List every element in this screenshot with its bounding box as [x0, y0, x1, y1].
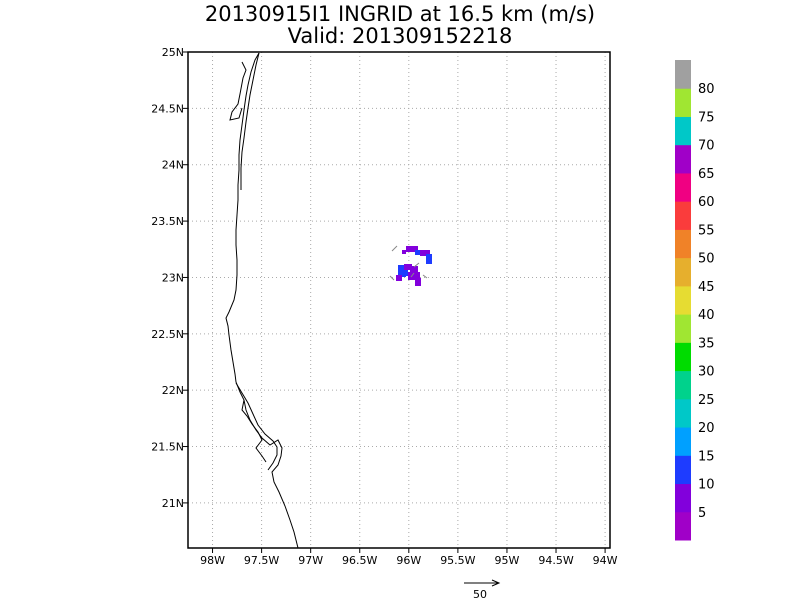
colorbar-label: 65 — [698, 167, 715, 182]
plot-valid-time: Valid: 201309152218 — [287, 24, 513, 48]
colorbar-label: 10 — [698, 478, 715, 493]
wind-vectors — [389, 245, 428, 281]
colorbar-label: 15 — [698, 449, 715, 464]
wind-pixel — [404, 264, 412, 270]
colorbar-label: 55 — [698, 223, 715, 238]
lat-tick-label: 23N — [162, 271, 184, 284]
lon-tick-label: 95.5W — [440, 554, 475, 567]
plot-frame — [187, 51, 611, 549]
colorbar-label: 20 — [698, 421, 715, 436]
coastline — [225, 52, 299, 549]
plot-title: 20130915I1 INGRID at 16.5 km (m/s) — [204, 2, 596, 26]
colorbar-swatch — [675, 398, 691, 428]
colorbar-swatch — [675, 60, 691, 89]
lon-tick-label: 95W — [495, 554, 520, 567]
colorbar-label: 80 — [698, 82, 715, 97]
lat-tick-label: 25N — [162, 46, 184, 59]
wind-pixel — [404, 270, 408, 276]
wind-pixel — [426, 254, 432, 264]
colorbar-label: 5 — [698, 506, 706, 521]
lon-tick-label: 98W — [200, 554, 225, 567]
colorbar-swatch — [675, 511, 691, 541]
lat-tick-label: 22N — [162, 384, 184, 397]
colorbar-swatch — [675, 483, 691, 513]
colorbar-label: 60 — [698, 195, 715, 210]
colorbar-swatch — [675, 201, 691, 230]
wind-speed-pixels — [396, 246, 432, 286]
lon-tick-label: 97W — [298, 554, 323, 567]
lon-tick-label: 96W — [396, 554, 421, 567]
latitude-labels: 25N 24.5N 24N 23.5N 23N 22.5N 22N 21.5N 21N — [151, 46, 184, 510]
wind-pixel — [396, 275, 402, 281]
colorbar-swatch — [675, 370, 691, 400]
colorbar-label: 70 — [698, 139, 715, 154]
wind-vector — [413, 262, 420, 268]
colorbar-label: 50 — [698, 252, 715, 267]
lat-tick-label: 22.5N — [151, 328, 184, 341]
colorbar-swatch — [675, 88, 691, 117]
lat-tick-label: 24N — [162, 159, 184, 172]
colorbar-swatch — [675, 285, 691, 315]
colorbar-label: 75 — [698, 110, 715, 125]
lon-tick-label: 94W — [593, 554, 618, 567]
colorbar-swatch — [675, 257, 691, 287]
wind-pixel — [408, 272, 420, 280]
colorbar-swatch — [675, 342, 691, 372]
wind-vector — [391, 245, 398, 252]
coastline-inner — [235, 52, 278, 471]
lon-tick-label: 96.5W — [342, 554, 377, 567]
wind-pixel — [415, 250, 423, 255]
reference-vector: 50 — [464, 579, 501, 600]
colorbar-swatch — [675, 314, 691, 343]
colorbar-swatch — [675, 144, 691, 174]
graticule — [183, 51, 610, 553]
colorbar-label: 30 — [698, 365, 715, 380]
colorbar-label: 35 — [698, 336, 715, 351]
colorbar-label: 25 — [698, 393, 715, 408]
colorbar-label: 40 — [698, 308, 715, 323]
wind-pixel — [398, 265, 406, 277]
wind-vector — [389, 275, 395, 281]
lon-tick-label: 94.5W — [538, 554, 573, 567]
wind-pixel — [402, 250, 406, 254]
wind-pixel — [410, 266, 418, 272]
wind-pixel — [406, 246, 418, 252]
lat-tick-label: 23.5N — [151, 215, 184, 228]
colorbar-swatch — [675, 455, 691, 485]
colorbar: 5 10 15 20 25 30 35 40 45 50 55 60 65 70 75 80 — [675, 60, 715, 541]
colorbar-swatch — [675, 229, 691, 259]
lat-tick-label: 24.5N — [151, 102, 184, 115]
reference-vector-label: 50 — [473, 588, 487, 600]
lat-tick-label: 21.5N — [151, 441, 184, 454]
wind-pixel — [420, 250, 430, 256]
colorbar-swatch — [675, 116, 691, 146]
lon-tick-label: 97.5W — [244, 554, 279, 567]
colorbar-swatch — [675, 172, 691, 202]
coastline-outer — [225, 52, 299, 549]
lat-tick-label: 21N — [162, 497, 184, 510]
longitude-labels: 98W 97.5W 97W 96.5W 96W 95.5W 95W 94.5W 94W — [200, 554, 618, 567]
wind-vector — [410, 272, 415, 278]
wind-pixel — [415, 278, 421, 286]
colorbar-label: 45 — [698, 280, 715, 295]
colorbar-swatch — [675, 427, 691, 456]
wind-vector — [422, 274, 428, 279]
lagoon-outline — [229, 61, 267, 463]
